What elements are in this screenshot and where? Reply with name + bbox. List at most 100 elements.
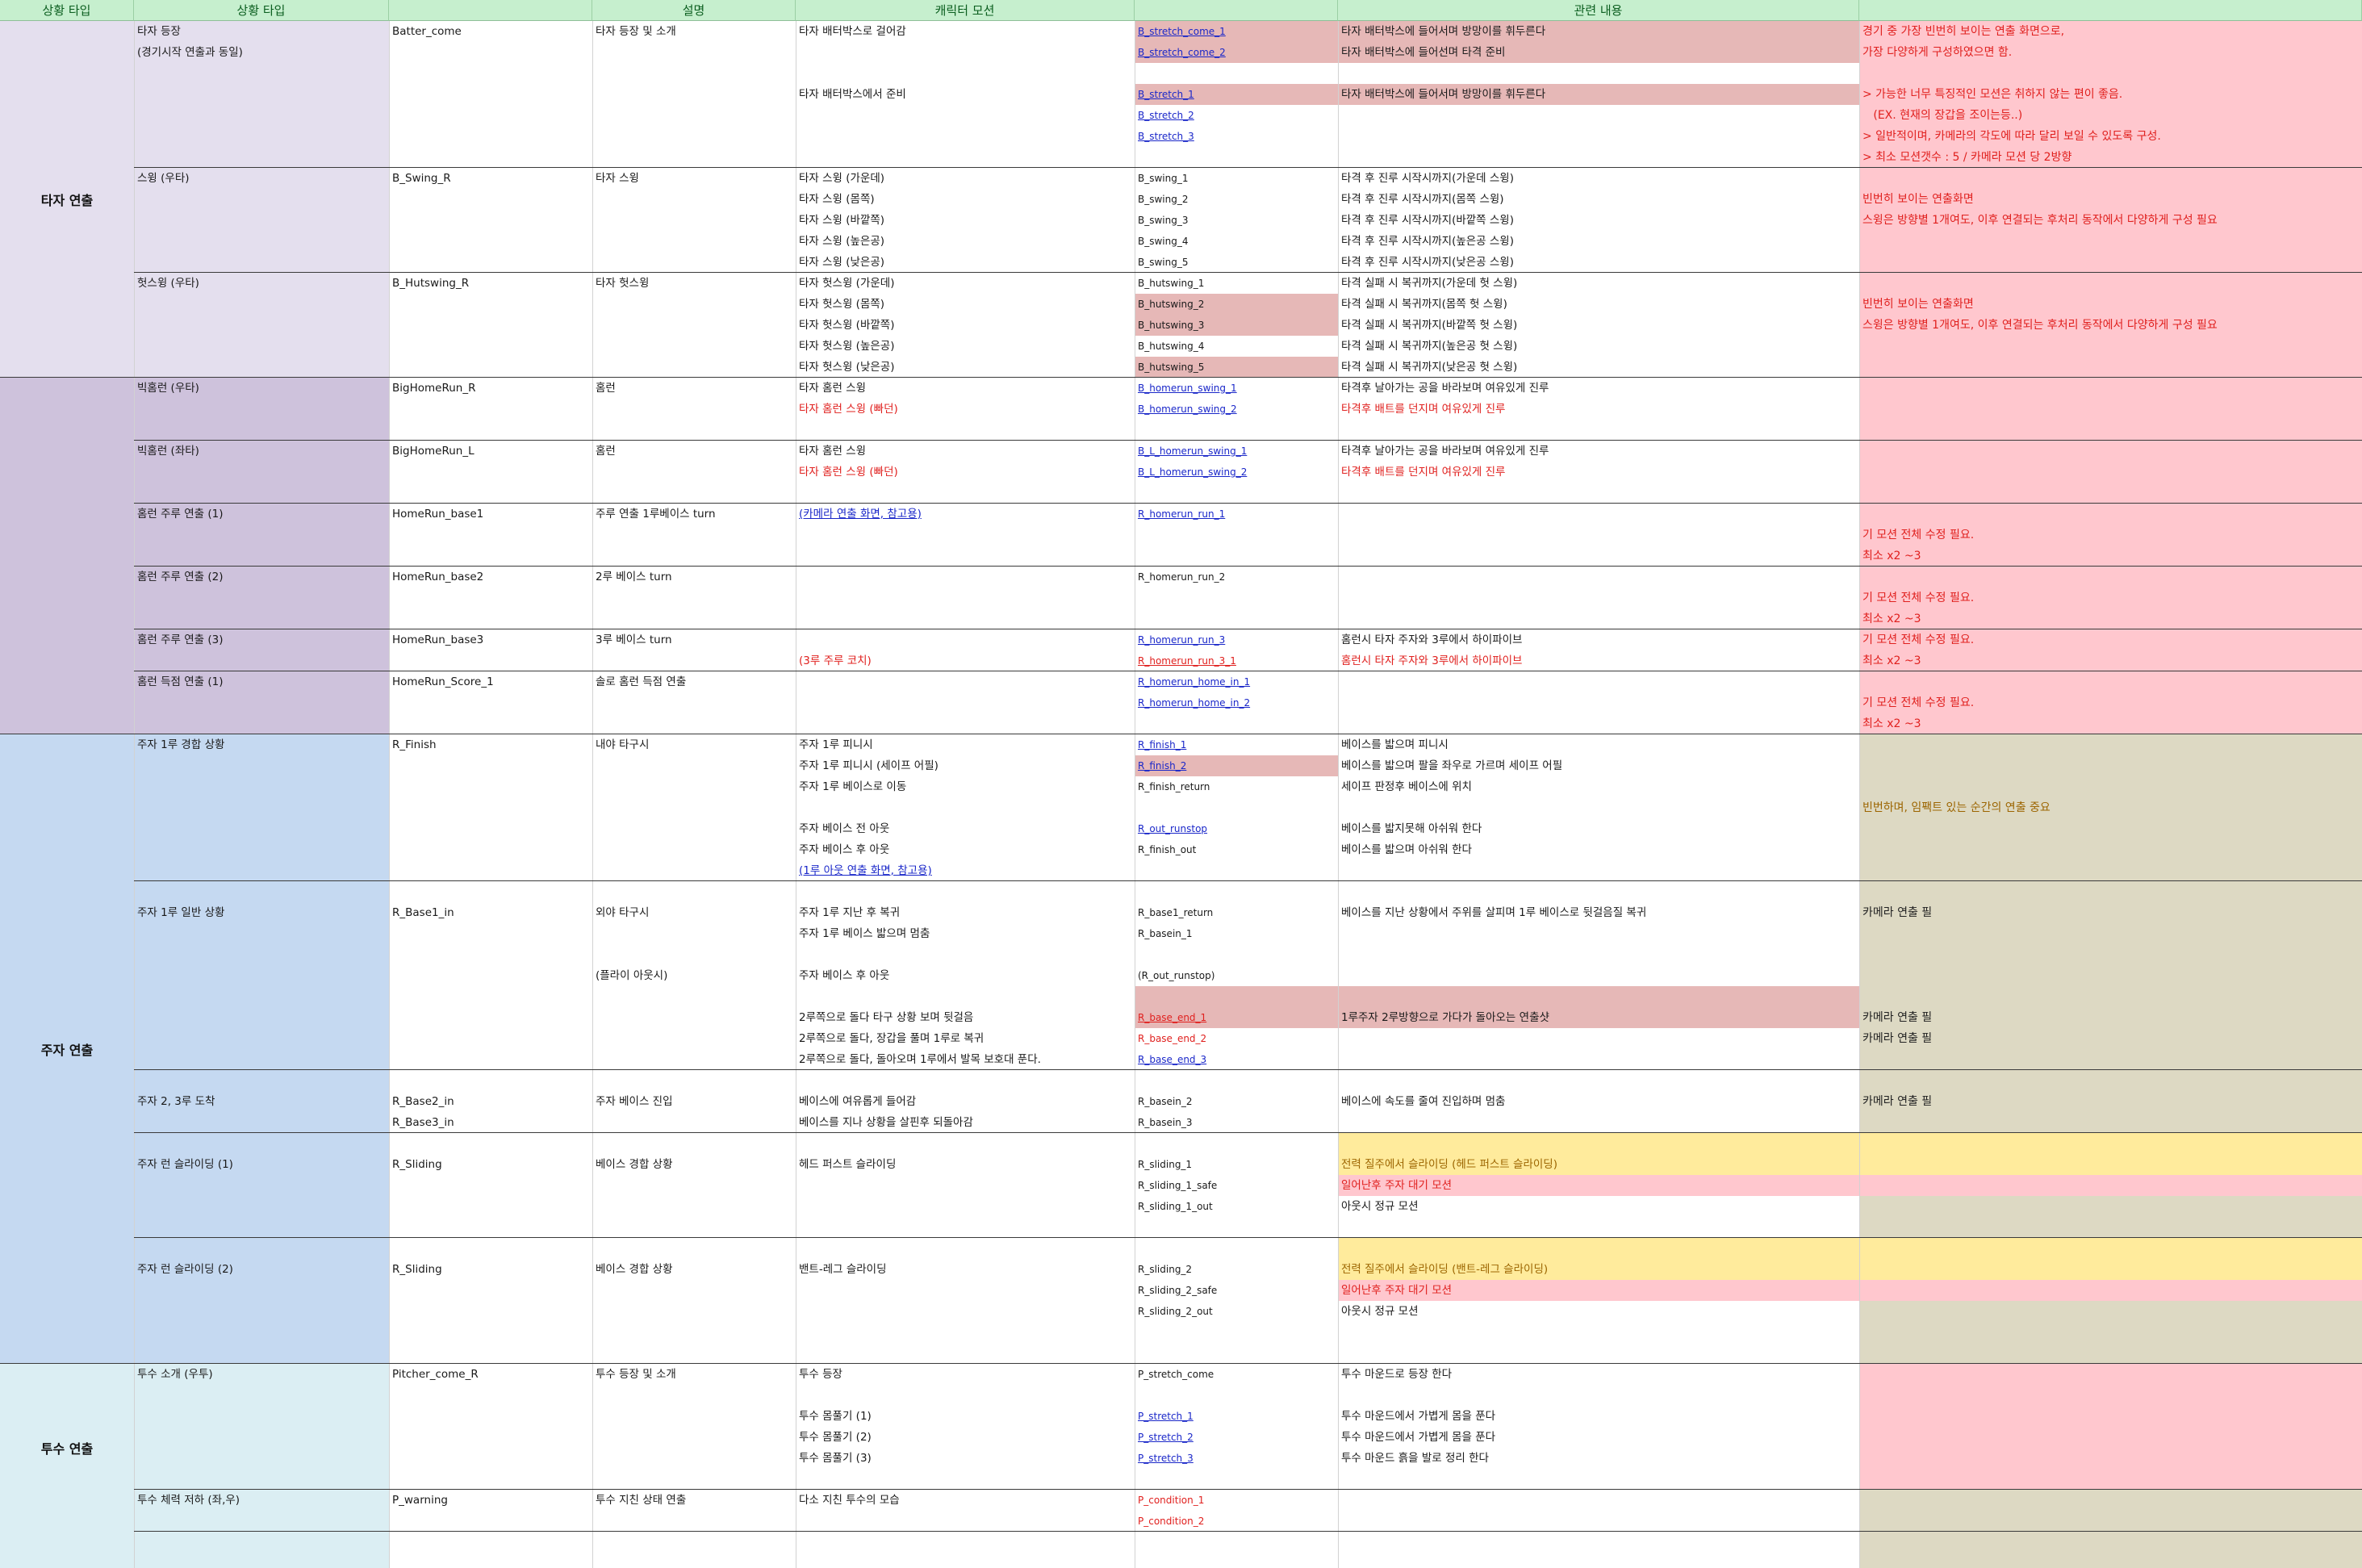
related-content: 홈런시 타자 주자와 3루에서 하이파이브: [1341, 633, 1523, 646]
header-cell: 상황 타입: [0, 0, 134, 21]
motion-clip: R_sliding_1_out: [1138, 1201, 1213, 1212]
section-separator: [134, 1132, 2362, 1133]
situation-type: 타자 등장: [137, 25, 181, 38]
character-motion: 2루쪽으로 돌다 타구 상황 보며 뒷걸음: [799, 1011, 974, 1024]
situation-type: 주자 런 슬라이딩 (2): [137, 1263, 233, 1276]
character-motion: 타자 배터박스로 걸어감: [799, 25, 906, 38]
motion-clip: R_homerun_run_3: [1138, 634, 1226, 646]
character-motion: 베이스에 여유롭게 들어감: [799, 1095, 917, 1108]
motion-clip: R_homerun_run_2: [1138, 571, 1226, 583]
motion-clip: B_stretch_come_2: [1138, 47, 1226, 58]
section-separator: [134, 1531, 2362, 1532]
note-homerun-score: 기 모션 전체 수정 필요. 최소 x2 ~3: [1862, 696, 1975, 730]
header-cell: 관련 내용: [1338, 0, 1859, 21]
note-swing: 빈번히 보이는 연출화면 스윙은 방향별 1개여도, 이후 연결되는 후처리 동…: [1862, 193, 2218, 227]
character-motion: 주자 베이스 후 아웃: [799, 969, 890, 982]
character-motion: 타자 스윙 (낮은공): [799, 256, 885, 269]
note-homerun-1: 기 모션 전체 수정 필요. 최소 x2 ~3: [1862, 529, 1975, 562]
note-finish: 빈번하며, 임팩트 있는 순간의 연출 중요: [1862, 801, 2051, 814]
character-motion: (카메라 연출 화면, 참고용): [799, 508, 922, 521]
character-motion: 주자 1루 피니시: [799, 738, 873, 751]
character-motion: 타자 헛스윙 (가운데): [799, 277, 895, 290]
motion-clip: B_homerun_swing_2: [1138, 403, 1237, 415]
situation-type: 투수 체력 저하 (좌,우): [137, 1494, 240, 1507]
situation-type: 주자 런 슬라이딩 (1): [137, 1158, 233, 1171]
motion-clip: R_sliding_1: [1138, 1159, 1193, 1170]
related-content: 베이스에 속도를 줄여 진입하며 멈춤: [1341, 1095, 1506, 1108]
description: 베이스 경합 상황: [596, 1158, 673, 1171]
motion-clip: B_stretch_2: [1138, 110, 1194, 121]
motion-clip: R_out_runstop: [1138, 823, 1208, 834]
character-motion: 타자 스윙 (높은공): [799, 235, 885, 248]
related-content: 홈런시 타자 주자와 3루에서 하이파이브: [1341, 654, 1523, 667]
character-motion: 베이스를 지나 상황을 살핀후 되돌아감: [799, 1116, 973, 1129]
note-camera: 카메라 연출 필: [1862, 1095, 1933, 1108]
motion-clip: B_hutswing_1: [1138, 278, 1205, 289]
situation-type: (경기시작 연출과 동일): [137, 46, 243, 59]
note-bg-pitcher: [1859, 1364, 2362, 1490]
character-motion: 다소 지친 투수의 모습: [799, 1494, 900, 1507]
note-camera: 카메라 연출 필: [1862, 906, 1933, 919]
related-content: 일어난후 주자 대기 모션: [1341, 1179, 1453, 1192]
clip-highlight: [1135, 21, 1338, 42]
situation-id: HomeRun_Score_1: [392, 675, 494, 688]
character-motion: 주자 1루 베이스로 이동: [799, 780, 907, 793]
character-motion: 주자 1루 피니시 (세이프 어필): [799, 759, 939, 772]
situation-type: 주자 1루 경합 상황: [137, 738, 225, 751]
related-content: 아웃시 정규 모션: [1341, 1200, 1419, 1213]
motion-clip: B_hutswing_3: [1138, 320, 1205, 331]
related-content: 타자 배터박스에 들어서며 방망이를 휘두른다: [1341, 25, 1546, 38]
motion-clip: R_homerun_run_3_1: [1138, 655, 1236, 667]
character-motion: 타자 스윙 (가운데): [799, 172, 885, 185]
motion-clip: R_finish_out: [1138, 844, 1197, 855]
section-separator: [134, 880, 2362, 881]
character-motion: 2루쪽으로 돌다, 장갑을 풀며 1루로 복귀: [799, 1032, 985, 1045]
column-divider: [389, 21, 390, 1568]
section-separator: [134, 440, 2362, 441]
clip-highlight: [1135, 1007, 1338, 1028]
character-motion: 타자 홈런 스윙 (빠던): [799, 466, 898, 479]
section-separator: [134, 503, 2362, 504]
section-separator: [134, 566, 2362, 567]
motion-clip: R_homerun_home_in_1: [1138, 676, 1251, 688]
motion-clip: R_basein_1: [1138, 928, 1193, 939]
description: 주자 베이스 진입: [596, 1095, 673, 1108]
situation-id: Batter_come: [392, 25, 462, 38]
character-motion: 투수 몸풀기 (2): [799, 1431, 872, 1444]
motion-clip: P_stretch_1: [1138, 1411, 1194, 1422]
description: 홈런: [596, 445, 616, 458]
section-separator: [134, 272, 2362, 273]
header-cell: 설명: [592, 0, 796, 21]
related-highlight: [1338, 986, 1859, 1028]
related-content: 아웃시 정규 모션: [1341, 1305, 1419, 1318]
motion-clip: B_stretch_3: [1138, 131, 1194, 142]
motion-clip: P_stretch_2: [1138, 1432, 1194, 1443]
character-motion: 주자 1루 베이스 밟으며 멈춤: [799, 927, 930, 940]
character-motion: 타자 홈런 스윙: [799, 445, 867, 458]
situation-id: Pitcher_come_R: [392, 1368, 479, 1381]
motion-clip: B_hutswing_5: [1138, 362, 1205, 373]
motion-clip: P_stretch_3: [1138, 1453, 1194, 1464]
character-motion: 투수 몸풀기 (1): [799, 1410, 872, 1423]
motion-clip: B_L_homerun_swing_1: [1138, 445, 1248, 457]
situation-type: 빅홈런 (좌타): [137, 445, 199, 458]
pink-row: [1338, 1280, 2362, 1301]
header-cell: [1135, 0, 1338, 21]
group-label-runner: 주자 연출: [40, 1043, 94, 1058]
header-cell: 상황 타입: [134, 0, 389, 21]
group-separator: [0, 1363, 2362, 1364]
related-highlight: [1338, 84, 1859, 105]
motion-clip: R_basein_2: [1138, 1096, 1193, 1107]
character-motion: 2루쪽으로 돌다, 돌아오며 1루에서 발목 보호대 푼다.: [799, 1053, 1041, 1066]
pink-row: [1338, 1175, 2362, 1196]
character-motion: 타자 스윙 (몸쪽): [799, 193, 875, 206]
description: 3루 베이스 turn: [596, 633, 672, 646]
description: 타자 등장 및 소개: [596, 25, 676, 38]
related-content: 타격 실패 시 복귀까지(몸쪽 헛 스윙): [1341, 298, 1507, 311]
note-bg-finish: [1859, 734, 2362, 881]
yellow-row: [1338, 1238, 2362, 1259]
situation-type: 홈런 주루 연출 (3): [137, 633, 224, 646]
character-motion: 타자 배터박스에서 준비: [799, 88, 906, 101]
motion-clip: R_base_end_1: [1138, 1012, 1207, 1023]
motion-clip: B_hutswing_2: [1138, 299, 1205, 310]
